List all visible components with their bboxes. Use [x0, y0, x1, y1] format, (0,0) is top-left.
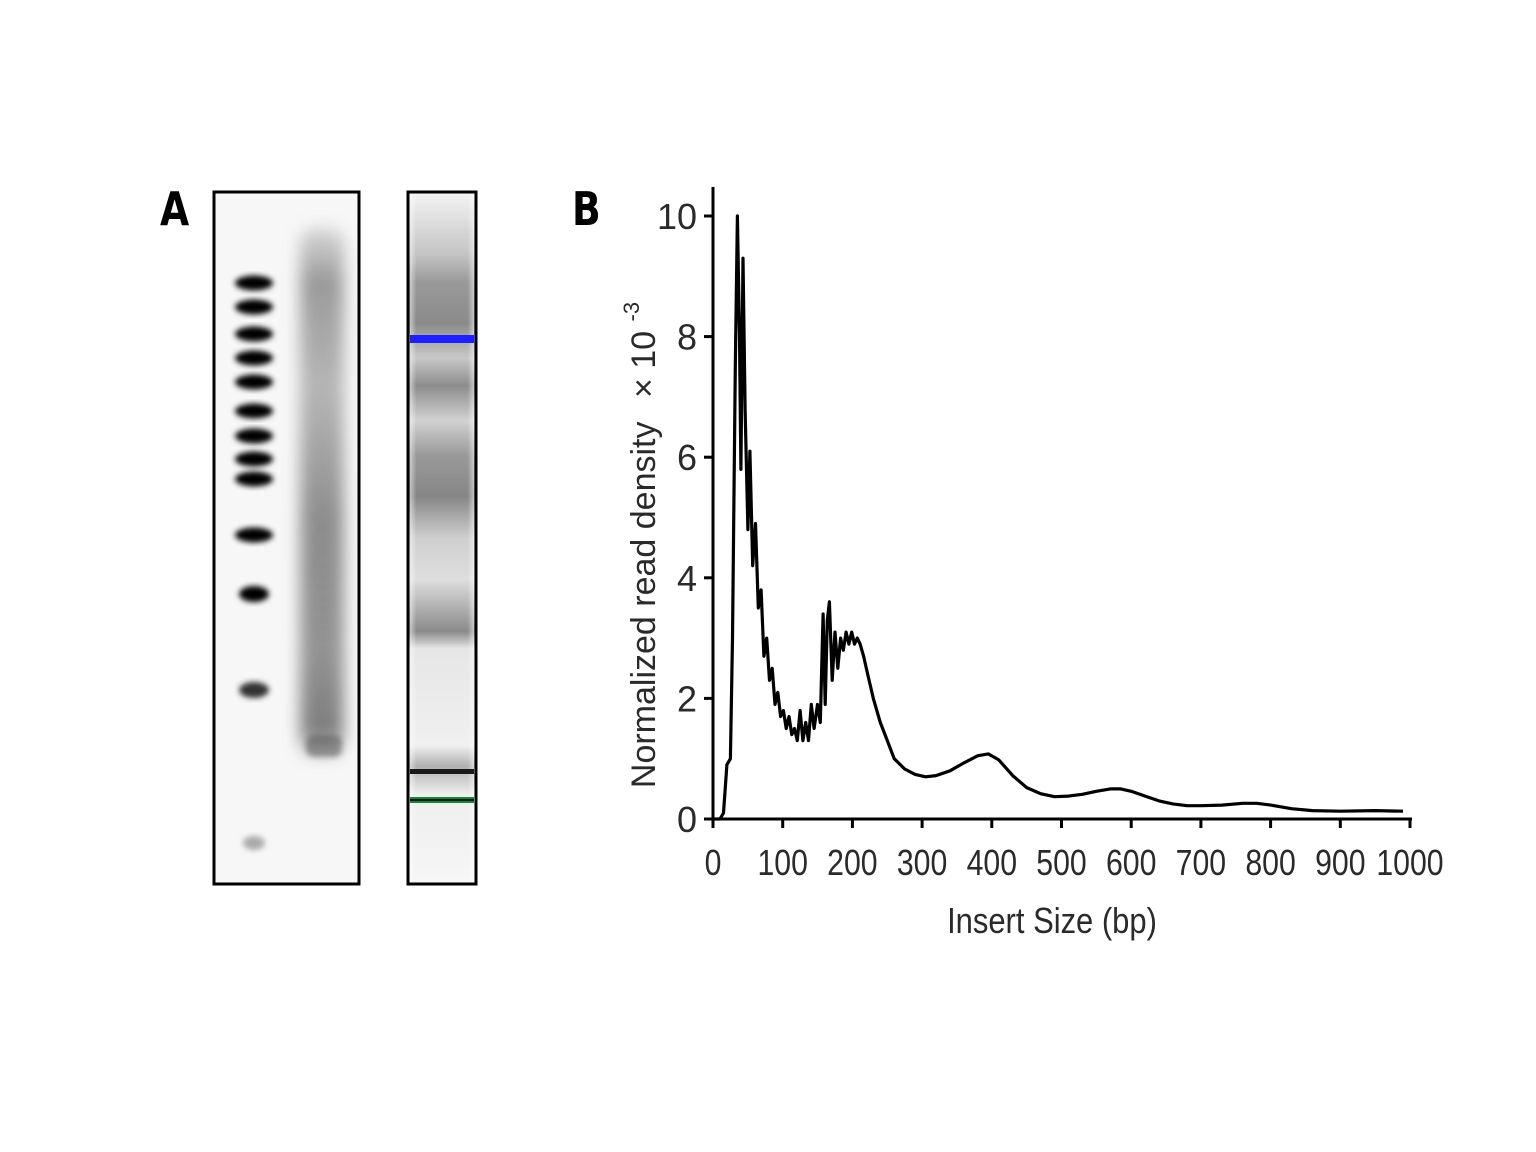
y-axis-label-group: Normalized read density × 10 -3 — [619, 302, 663, 788]
ladder-band — [235, 326, 273, 342]
ladder-band — [235, 374, 273, 390]
ladder-band — [239, 682, 269, 698]
x-tick-label: 400 — [967, 844, 1017, 884]
ladder-band — [235, 428, 273, 444]
lower-marker-band-edge — [410, 799, 474, 801]
x-tick-label: 1000 — [1376, 844, 1443, 884]
y-axis-label-text: Normalized read density × 10 -3 — [619, 302, 663, 788]
x-tick-label: 300 — [897, 844, 947, 884]
sample-smear-bottom — [306, 735, 342, 757]
dark-band — [410, 769, 474, 774]
y-tick-label: 6 — [677, 437, 697, 478]
x-axis-label: Insert Size (bp) — [947, 902, 1157, 942]
upper-marker-band — [410, 335, 474, 343]
sample-smear — [300, 228, 344, 758]
y-tick-label: 4 — [677, 558, 697, 599]
x-tick-label: 0 — [705, 844, 722, 884]
y-tick-label: 2 — [677, 678, 697, 719]
x-tick-label: 500 — [1036, 844, 1086, 884]
y-axis-multiplier: × 10 — [625, 331, 663, 398]
x-tick-label: 900 — [1315, 844, 1365, 884]
x-tick-label: 100 — [757, 844, 807, 884]
x-tick-label: 800 — [1245, 844, 1295, 884]
ladder-band — [243, 836, 265, 850]
virtual-gel-shading — [410, 194, 474, 882]
ladder-band — [235, 403, 273, 419]
gel-panel — [212, 190, 478, 886]
y-axis-exponent: -3 — [619, 302, 644, 322]
ladder-band — [235, 275, 273, 291]
read-density-line — [713, 214, 1404, 821]
ladder-band — [235, 451, 273, 467]
x-tick-label: 700 — [1176, 844, 1226, 884]
chart-axes — [711, 187, 1412, 821]
panel-a-label: A — [160, 182, 190, 236]
y-tick-label: 8 — [677, 317, 697, 358]
panel-b-label: B — [572, 182, 601, 236]
ladder-band — [235, 350, 273, 366]
x-tick-label: 200 — [827, 844, 877, 884]
chart-ticks: 0 100 200 300 400 500 600 700 800 900 1000 0 2 4 6 8 10 — [657, 196, 1444, 884]
ladder-band — [239, 586, 269, 602]
x-tick-label: 600 — [1106, 844, 1156, 884]
ladder-band — [235, 299, 273, 315]
ladder-band — [235, 527, 273, 543]
y-tick-label: 10 — [657, 196, 697, 237]
ladder-band — [235, 471, 273, 487]
y-tick-label: 0 — [677, 799, 697, 840]
y-axis-label: Normalized read density — [625, 421, 663, 788]
ladder-lane — [235, 275, 273, 850]
